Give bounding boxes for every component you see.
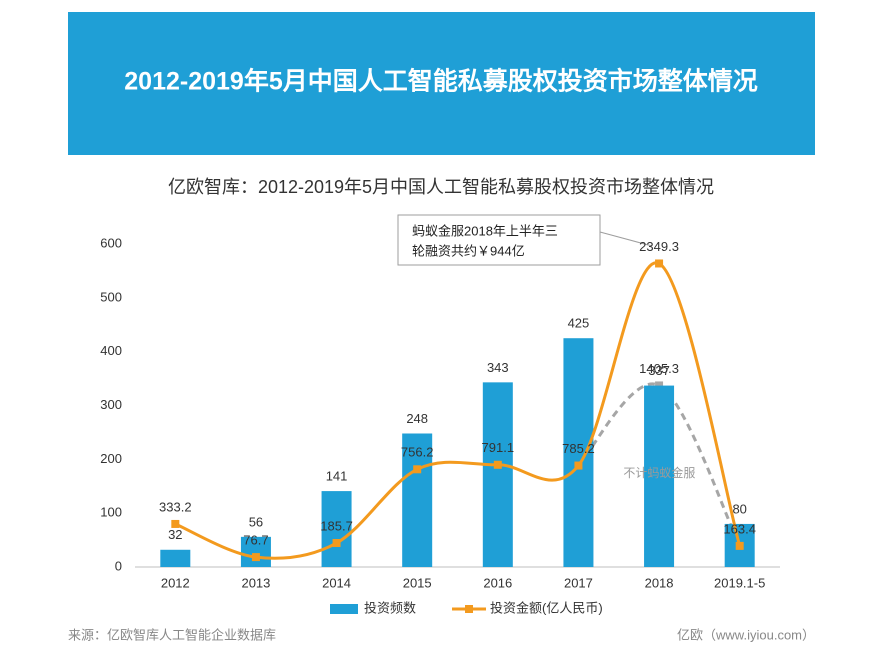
line-marker [655, 259, 664, 268]
legend-swatch [330, 604, 358, 614]
annotation-box [397, 214, 601, 266]
data-label: 791.1 [482, 440, 515, 455]
x-tick-label: 2012 [161, 575, 190, 590]
line-marker [574, 461, 583, 470]
y-tick-label: 0 [115, 558, 122, 573]
x-tick-label: 2018 [645, 575, 674, 590]
data-label: 56 [249, 514, 263, 529]
data-label: 32 [168, 527, 182, 542]
x-tick-label: 2017 [564, 575, 593, 590]
bar [321, 491, 352, 567]
source: 来源：亿欧智库人工智能企业数据库 [68, 627, 276, 642]
legend-label: 投资频数 [364, 600, 416, 615]
bar [402, 433, 433, 567]
annotation-pointer [599, 231, 653, 247]
y-tick-label: 400 [100, 343, 122, 358]
data-label: 141 [326, 469, 348, 484]
data-label: 163.4 [723, 521, 756, 536]
data-label: 1405.3 [639, 361, 679, 376]
data-label: 785.2 [562, 441, 595, 456]
legend-swatch [465, 605, 474, 613]
data-label: 756.2 [401, 445, 434, 460]
x-tick-label: 2014 [322, 575, 351, 590]
x-tick-label: 2019.1-5 [714, 575, 765, 590]
data-label: 343 [487, 360, 509, 375]
x-tick-label: 2015 [403, 575, 432, 590]
line-marker [251, 553, 260, 562]
data-label: 337 [648, 363, 670, 378]
line-marker [493, 460, 502, 469]
line-marker [735, 541, 744, 550]
data-label: 76.7 [243, 533, 268, 548]
data-label: 185.7 [320, 518, 353, 533]
data-label: 333.2 [159, 499, 192, 514]
data-label: 2349.3 [639, 239, 679, 254]
y-tick-label: 600 [100, 235, 122, 250]
x-tick-label: 2013 [241, 575, 270, 590]
y-tick-label: 200 [100, 451, 122, 466]
data-label: 80 [732, 501, 746, 516]
line-marker [413, 465, 422, 474]
bar [240, 536, 271, 567]
line-marker [655, 381, 664, 390]
line-marker [332, 539, 341, 548]
y-tick-label: 500 [100, 289, 122, 304]
bar [482, 382, 513, 567]
y-tick-label: 100 [100, 505, 122, 520]
bar [563, 338, 594, 567]
data-label: 425 [568, 316, 590, 331]
bar [644, 385, 675, 567]
bar [160, 549, 191, 567]
data-label: 248 [406, 411, 428, 426]
header-title: 2012-2019年5月中国人工智能私募股权投资市场整体情况 [124, 67, 757, 96]
annotation-text: 蚂蚁金服2018年上半年三 [412, 223, 558, 238]
annotation-text: 轮融资共约￥944亿 [412, 243, 525, 258]
annotation: 蚂蚁金服2018年上半年三 轮融资共约￥944亿 [397, 214, 653, 266]
x-tick-label: 2016 [483, 575, 512, 590]
line-marker [171, 519, 180, 528]
series-label: 不计蚂蚁金服 [623, 465, 695, 480]
legend-label: 投资金额(亿人民币) [490, 600, 603, 615]
header-banner [68, 12, 815, 155]
dashed-line [577, 382, 742, 547]
brand: 亿欧（www.iyiou.com） [677, 627, 815, 642]
chart-title: 亿欧智库：2012-2019年5月中国人工智能私募股权投资市场整体情况 [168, 177, 714, 197]
y-tick-label: 300 [100, 397, 122, 412]
